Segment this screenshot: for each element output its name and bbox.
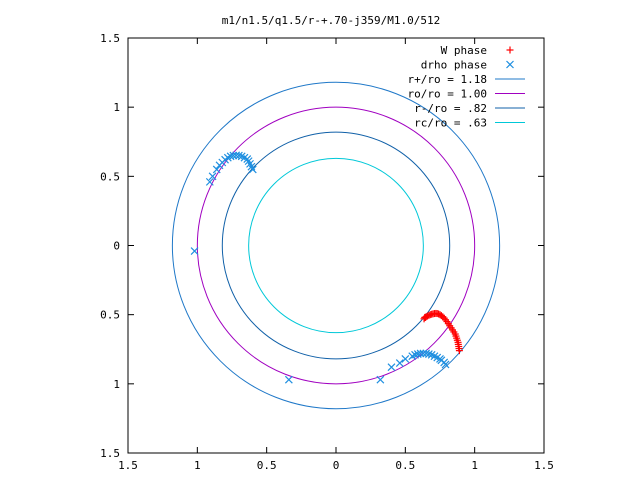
legend-label: r+/ro = 1.18 xyxy=(408,73,487,86)
legend-label: rc/ro = .63 xyxy=(414,117,487,130)
legend-marker-sample xyxy=(506,46,514,54)
data-point xyxy=(284,375,293,384)
y-tick-label: 0.5 xyxy=(100,170,120,183)
data-point xyxy=(190,247,199,255)
legend-label: drho phase xyxy=(421,59,487,72)
x-tick-label: 1 xyxy=(471,459,478,472)
circle-curve xyxy=(221,131,451,360)
legend-marker-sample xyxy=(506,60,514,69)
data-point xyxy=(420,315,428,323)
y-tick-label: 1 xyxy=(113,101,120,114)
legend-label: r-/ro = .82 xyxy=(414,102,487,115)
x-tick-label: 0 xyxy=(333,459,340,472)
y-tick-label: 0 xyxy=(113,240,120,253)
data-point xyxy=(387,363,396,372)
y-tick-label: 1 xyxy=(113,378,120,391)
y-tick-label: 1.5 xyxy=(100,32,120,45)
data-point xyxy=(421,313,429,321)
data-point xyxy=(215,161,224,170)
data-point xyxy=(416,349,425,358)
circle-curve xyxy=(248,157,424,334)
x-tick-label: 1.5 xyxy=(118,459,138,472)
data-point xyxy=(424,350,433,359)
x-tick-label: 0.5 xyxy=(257,459,277,472)
legend-label: W phase xyxy=(441,44,487,57)
circle-curve xyxy=(171,81,501,410)
legend-label: ro/ro = 1.00 xyxy=(408,88,487,101)
data-point xyxy=(208,172,217,181)
data-point xyxy=(212,165,221,174)
data-point xyxy=(235,151,243,160)
x-tick-label: 1.5 xyxy=(534,459,554,472)
x-tick-label: 1 xyxy=(194,459,201,472)
axis-ticks: 1.5 1 0.5 0 0.5 1 1.51.510.500.511.5 xyxy=(100,32,554,472)
data-point xyxy=(376,375,385,384)
data-point xyxy=(441,360,450,369)
circle-curves xyxy=(171,81,501,410)
y-tick-label: 0.5 xyxy=(100,309,120,322)
data-point xyxy=(229,151,238,160)
data-point xyxy=(205,177,214,186)
data-point xyxy=(395,359,404,368)
data-point xyxy=(455,347,463,355)
x-tick-label: 0.5 xyxy=(395,459,415,472)
chart-title: m1/n1.5/q1.5/r-+.70-j359/M1.0/512 xyxy=(222,14,441,27)
scatter-points xyxy=(190,151,463,384)
data-point xyxy=(401,355,410,363)
circle-curve xyxy=(196,106,476,385)
y-tick-label: 1.5 xyxy=(100,447,120,460)
